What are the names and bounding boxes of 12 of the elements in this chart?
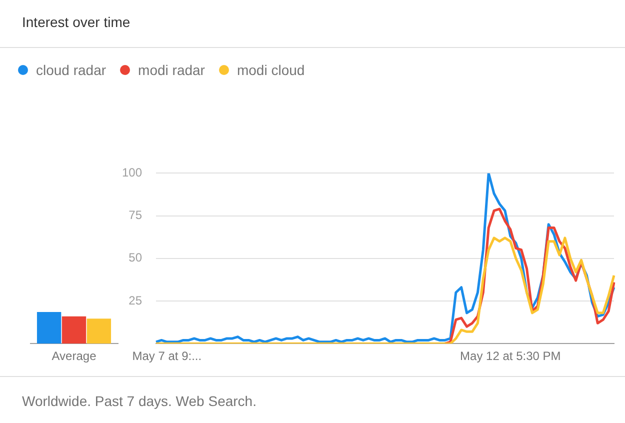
y-tick-label: 25 <box>128 293 142 308</box>
y-tick-label: 100 <box>122 166 142 180</box>
chart-title: Interest over time <box>22 14 130 30</box>
legend-label: modi cloud <box>236 62 305 78</box>
text: Worldwide. Past 7 days. Web Search. <box>22 393 256 409</box>
y-tick-label: 75 <box>128 208 142 222</box>
legend-label: modi radar <box>138 62 205 78</box>
legend-label: cloud radar <box>36 62 106 78</box>
x-tick-label: Average <box>52 349 97 364</box>
x-tick-label: May 12 at 5:30 PM <box>460 349 561 364</box>
y-tick-label: 50 <box>128 250 142 265</box>
x-tick-label: May 7 at 9:... <box>132 349 202 364</box>
